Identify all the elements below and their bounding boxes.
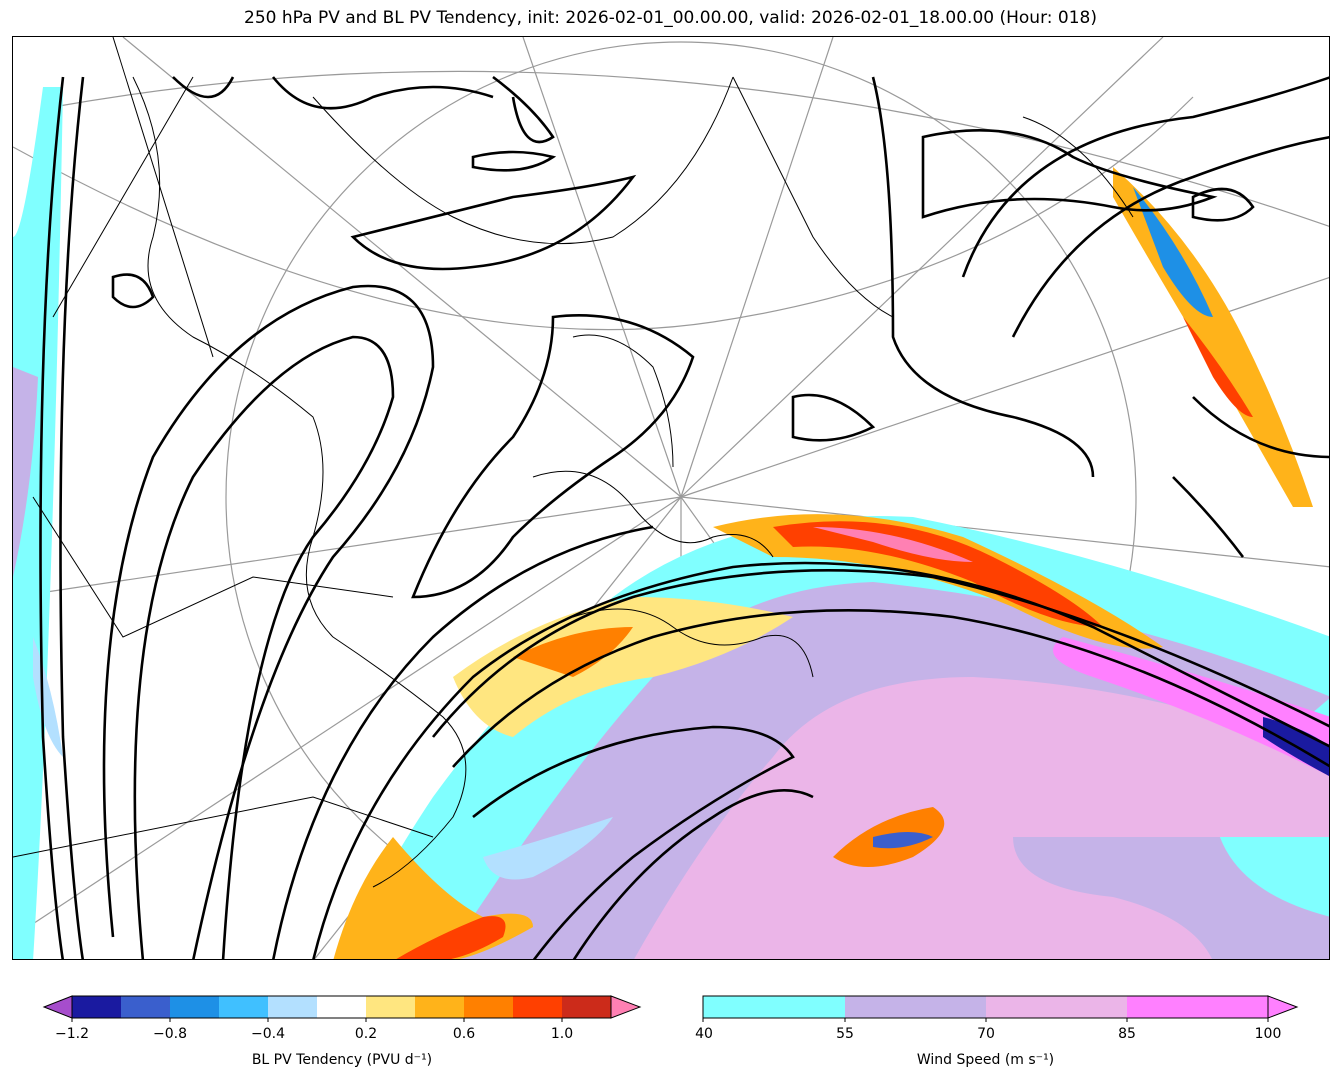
map-panel[interactable] <box>12 36 1330 960</box>
wind-tick-label: 85 <box>1118 1026 1136 1042</box>
map-canvas <box>13 37 1329 959</box>
pv-tick-label: 0.2 <box>354 1026 378 1042</box>
pv-tendency-colorbar-swatches <box>42 995 642 1022</box>
map-title: 250 hPa PV and BL PV Tendency, init: 202… <box>244 8 1097 28</box>
pv-tick-label: 0.6 <box>452 1026 476 1042</box>
pv-colorbar-label: BL PV Tendency (PVU d⁻¹) <box>251 1052 433 1068</box>
wind-tick-label: 55 <box>836 1026 854 1042</box>
wind-colorbar-label: Wind Speed (m s⁻¹) <box>916 1052 1055 1068</box>
pv-tick-label: 1.0 <box>550 1026 574 1042</box>
pv-tick-label: −0.8 <box>153 1026 187 1042</box>
pv-tick-label: −0.4 <box>251 1026 285 1042</box>
wind-speed-colorbar-swatches <box>702 995 1299 1022</box>
wind-tick-label: 40 <box>695 1026 713 1042</box>
coastlines <box>13 37 1134 888</box>
pv-contours <box>39 75 1329 959</box>
pv-tendency-colorbar <box>42 995 642 1022</box>
wind-speed-colorbar <box>702 995 1299 1022</box>
wind-tick-label: 100 <box>1254 1026 1282 1042</box>
wind-tick-label: 70 <box>977 1026 995 1042</box>
pv-tick-label: −1.2 <box>55 1026 89 1042</box>
